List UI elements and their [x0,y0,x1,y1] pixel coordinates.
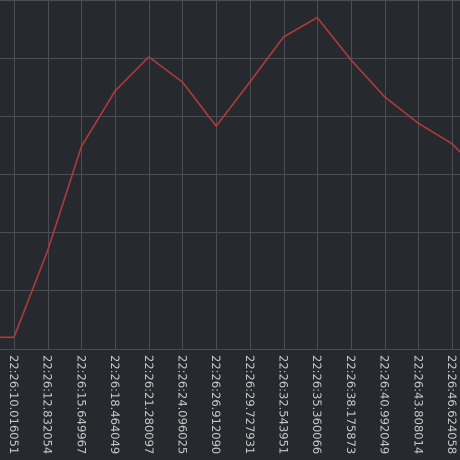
data-point [181,81,184,83]
x-tick-label: 22:26:43.808014 [411,355,425,454]
data-point [46,249,49,252]
x-tick-label: 22:26:12.832054 [41,355,55,454]
x-tick-label: 22:26:26.912090 [209,355,223,454]
x-tick-label: 22:26:18.464049 [108,355,122,454]
x-tick-label: 22:26:32.543951 [277,355,291,454]
data-point [316,16,319,19]
grid [0,0,460,350]
series-layer [0,16,460,339]
series-line [0,16,460,339]
data-point [13,336,15,339]
x-tick-label: 22:26:46.624058 [445,355,459,454]
data-point [114,90,116,92]
x-tick-label: 22:26:35.360066 [310,355,324,454]
data-point [383,96,386,98]
data-point [249,81,251,83]
data-point [282,36,285,38]
x-tick-label: 22:26:29.727931 [243,355,257,454]
data-point [215,125,217,127]
data-point [148,56,150,58]
x-tick-label: 22:26:38.175873 [344,355,358,454]
data-point [417,122,420,124]
data-point [80,145,83,148]
data-point [350,59,352,61]
x-tick-label: 22:26:10.016051 [7,355,21,454]
x-tick-labels: 22:26:10.016051 22:26:12.832054 22:26:15.6… [7,355,459,454]
data-point [451,142,453,145]
x-tick-label: 22:26:21.280097 [142,355,156,454]
x-tick-label: 22:26:24.096025 [176,355,190,454]
x-tick-label: 22:26:15.649967 [74,355,88,454]
x-tick-label: 22:26:40.992049 [378,355,392,454]
